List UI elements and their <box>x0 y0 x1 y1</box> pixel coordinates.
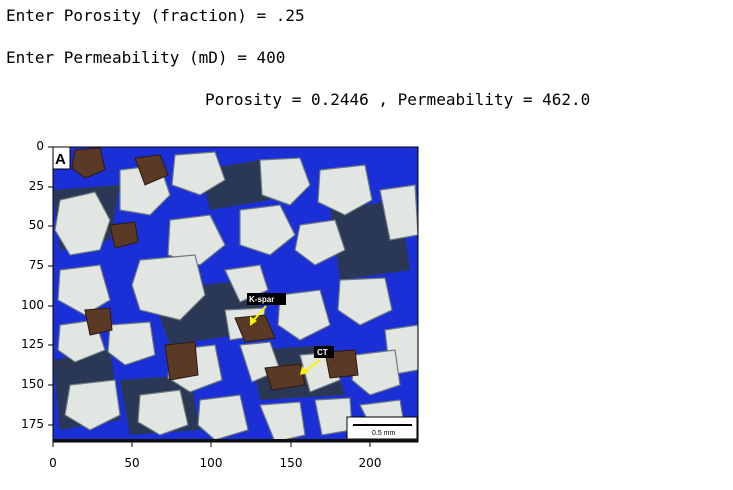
panel-label-box <box>53 147 71 170</box>
axes-frame <box>52 146 419 443</box>
x-tick-label: 100 <box>199 456 223 470</box>
y-tick-label: 100 <box>21 298 44 312</box>
thin-section-plot: 0 25 50 75 100 125 150 175 0 50 100 150 … <box>0 130 440 486</box>
x-tick-label: 0 <box>49 456 57 470</box>
panel-label: A <box>55 151 66 168</box>
y-tick-label: 150 <box>21 377 44 391</box>
x-tick-label: 150 <box>279 456 303 470</box>
x-tick-label: 50 <box>124 456 140 470</box>
plot-svg: A K-spar CT 0.5 mm <box>48 146 419 447</box>
y-tick-label: 50 <box>28 218 44 232</box>
y-tick-label: 175 <box>21 417 44 431</box>
y-tick-label: 125 <box>21 337 44 351</box>
ct-arrowhead <box>300 366 309 375</box>
scale-bar-label: 0.5 mm <box>372 430 396 437</box>
result-output: Porosity = 0.2446 , Permeability = 462.0 <box>205 90 591 109</box>
y-tick-label: 0 <box>36 139 44 153</box>
ct-arrow <box>303 359 321 373</box>
thin-section-image: A K-spar CT 0.5 mm <box>53 147 418 442</box>
kspar-arrowhead <box>250 316 257 326</box>
ct-label-box <box>314 346 334 358</box>
porosity-prompt: Enter Porosity (fraction) = .25 <box>6 6 305 25</box>
y-tick-label: 75 <box>28 258 44 272</box>
kspar-annotation: K-spar <box>249 295 274 304</box>
kspar-label-box <box>247 293 286 305</box>
x-ticks <box>52 442 371 447</box>
image-bottom-edge <box>53 439 418 442</box>
ct-annotation: CT <box>317 348 328 357</box>
x-tick-label: 200 <box>358 456 382 470</box>
y-ticks <box>48 146 53 426</box>
y-tick-label: 25 <box>28 179 44 193</box>
permeability-prompt: Enter Permeability (mD) = 400 <box>6 48 286 67</box>
